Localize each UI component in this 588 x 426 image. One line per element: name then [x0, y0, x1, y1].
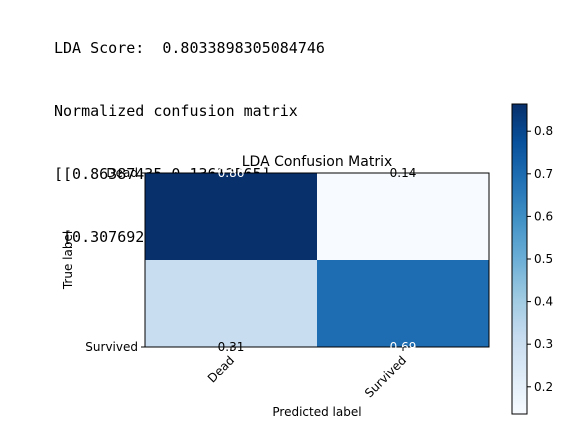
colorbar-tick-label: 0.2: [534, 380, 553, 394]
x-tick-label: Survived: [362, 353, 409, 400]
cell-value-label: 0.86: [218, 166, 245, 180]
colorbar-tick-label: 0.5: [534, 252, 553, 266]
heatmap-cell: [145, 260, 317, 347]
cell-value-label: 0.14: [390, 166, 417, 180]
y-axis-label: True label: [61, 231, 75, 290]
output-line: Normalized confusion matrix: [54, 102, 298, 120]
colorbar-tick-label: 0.6: [534, 209, 553, 223]
x-axis-label: Predicted label: [272, 405, 361, 419]
colorbar-tick-label: 0.7: [534, 167, 553, 181]
y-tick-label: Dead: [106, 166, 138, 180]
colorbar-tick-label: 0.8: [534, 124, 553, 138]
heatmap-cell: [317, 173, 489, 260]
output-line: LDA Score: 0.8033898305084746: [54, 39, 325, 57]
y-tick-label: Survived: [85, 340, 138, 354]
chart-title: LDA Confusion Matrix: [242, 154, 393, 170]
colorbar: [511, 103, 528, 415]
plot-frame: [144, 172, 490, 348]
colorbar-tick-label: 0.3: [534, 337, 553, 351]
x-tick-label: Dead: [205, 353, 237, 385]
heatmap-cell: [317, 260, 489, 347]
heatmap-cell: [145, 173, 317, 260]
colorbar-tick-label: 0.4: [534, 295, 553, 309]
